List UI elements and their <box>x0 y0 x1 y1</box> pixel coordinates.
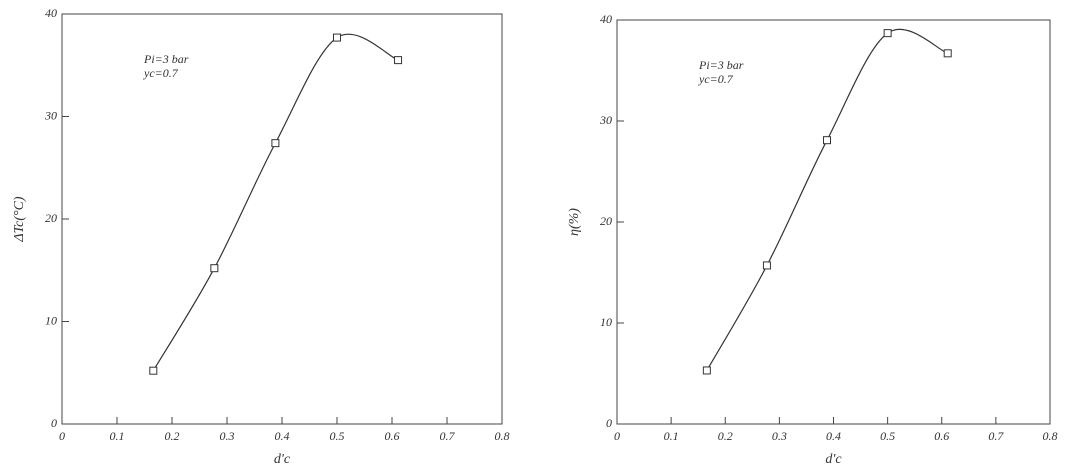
annotation: yc=0.7 <box>143 66 179 80</box>
y-tick-label: 10 <box>45 313 57 327</box>
x-tick-label: 0.6 <box>385 429 400 443</box>
y-tick-label: 10 <box>600 315 612 329</box>
plot-frame <box>617 20 1050 424</box>
y-tick-label: 40 <box>45 6 57 20</box>
annotation: Pi=3 bar <box>698 58 744 72</box>
x-tick-label: 0.8 <box>1043 429 1058 443</box>
y-tick-label: 0 <box>606 416 612 430</box>
y-tick-label: 20 <box>45 211 57 225</box>
x-tick-label: 0 <box>59 429 65 443</box>
x-tick-label: 0.2 <box>718 429 733 443</box>
x-tick-label: 0.4 <box>826 429 841 443</box>
x-tick-label: 0.7 <box>988 429 1004 443</box>
x-tick-label: 0 <box>614 429 620 443</box>
data-marker <box>944 50 951 57</box>
y-tick-label: 20 <box>600 214 612 228</box>
data-marker <box>824 137 831 144</box>
y-axis-label: ΔTc(°C) <box>12 196 27 243</box>
x-tick-label: 0.7 <box>440 429 456 443</box>
x-axis-label: d'c <box>274 452 291 467</box>
x-tick-label: 0.4 <box>275 429 290 443</box>
data-marker <box>884 30 891 37</box>
data-line <box>707 29 948 370</box>
x-tick-label: 0.5 <box>330 429 345 443</box>
x-tick-label: 0.1 <box>664 429 679 443</box>
x-tick-label: 0.3 <box>772 429 787 443</box>
y-tick-label: 30 <box>599 113 612 127</box>
annotation: Pi=3 bar <box>143 52 189 66</box>
y-tick-label: 30 <box>44 108 57 122</box>
x-axis-label: d'c <box>825 452 842 467</box>
data-marker <box>703 367 710 374</box>
x-tick-label: 0.3 <box>220 429 235 443</box>
x-tick-label: 0.6 <box>934 429 949 443</box>
x-tick-label: 0.8 <box>495 429 510 443</box>
data-marker <box>334 34 341 41</box>
y-axis-label: η(%) <box>567 208 582 236</box>
data-marker <box>211 265 218 272</box>
x-tick-label: 0.1 <box>110 429 125 443</box>
page: 0 0.1 0.2 0.3 0.4 0.5 0.6 0.7 0.8 0 10 20 30 40 d'c ΔTc… <box>0 0 1070 472</box>
x-tick-label: 0.5 <box>880 429 895 443</box>
data-marker <box>272 140 279 147</box>
data-line <box>153 34 398 371</box>
annotation: yc=0.7 <box>698 72 734 86</box>
data-marker <box>763 262 770 269</box>
y-tick-label: 0 <box>51 416 57 430</box>
x-tick-label: 0.2 <box>165 429 180 443</box>
y-tick-label: 40 <box>600 12 612 26</box>
data-marker <box>395 57 402 64</box>
plot-frame <box>62 14 502 424</box>
data-marker <box>150 367 157 374</box>
